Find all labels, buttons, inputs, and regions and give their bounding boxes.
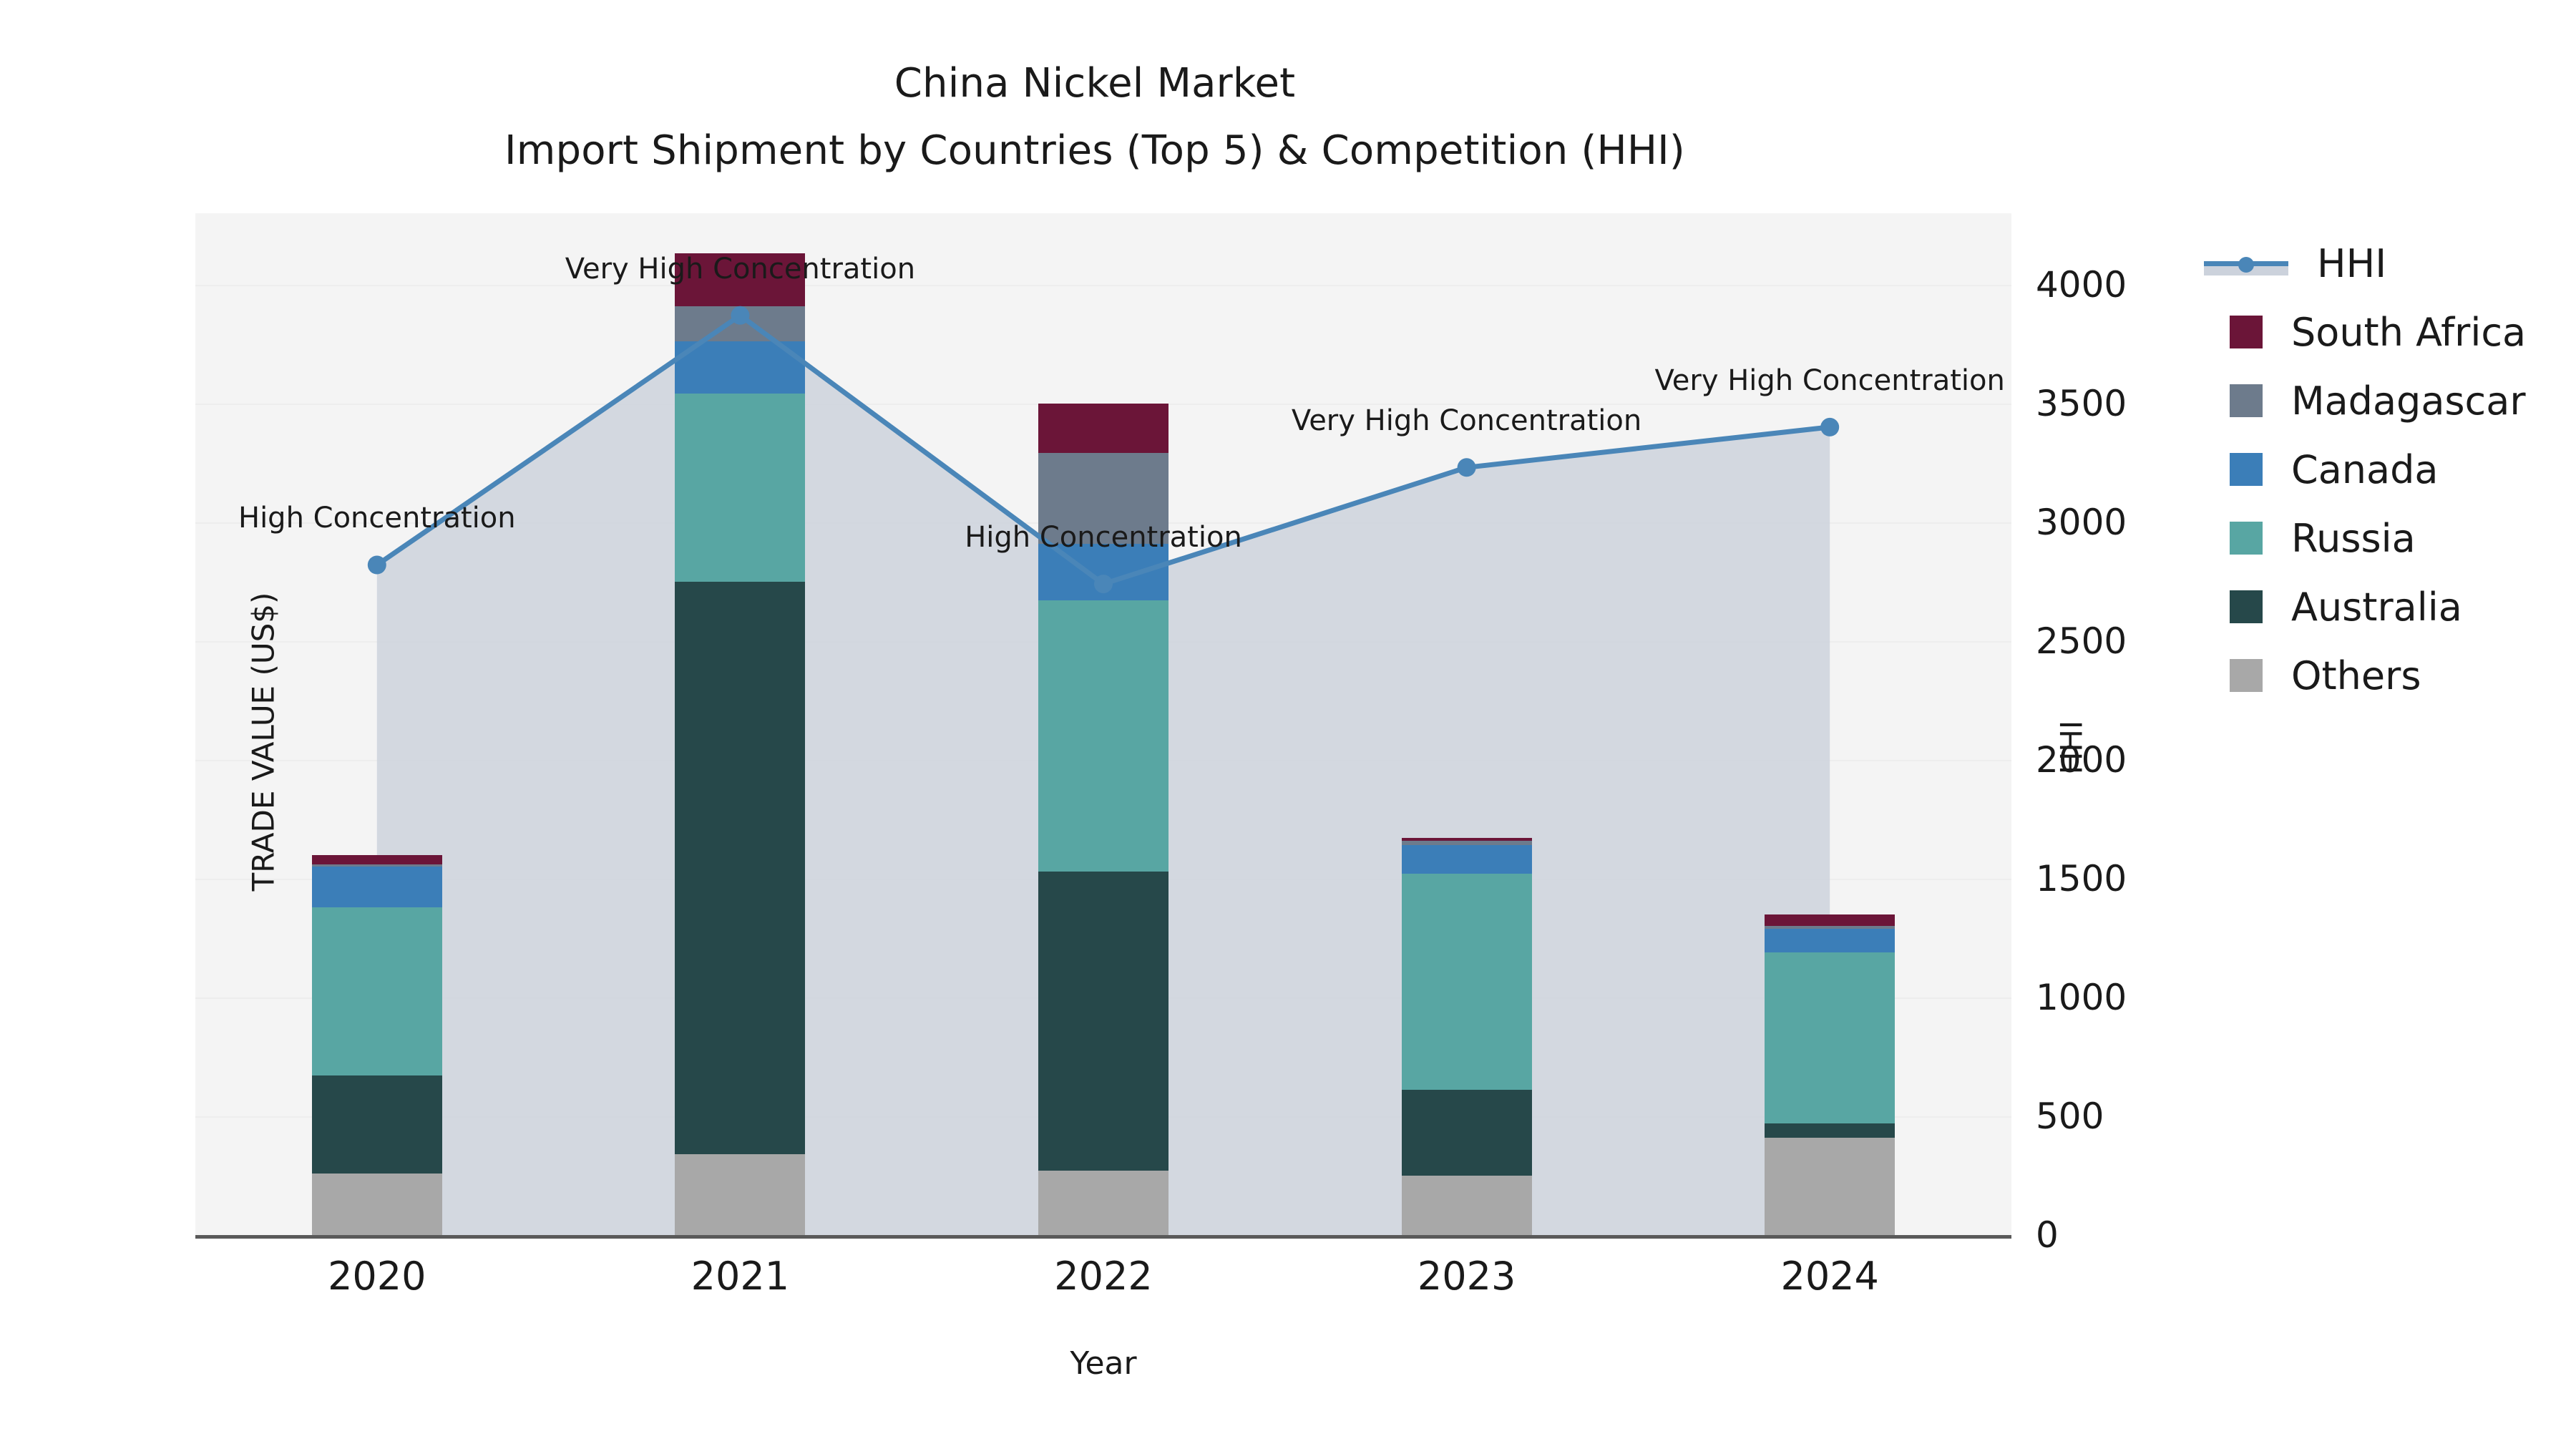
legend-label: Canada (2291, 447, 2439, 492)
bar-segment[interactable] (675, 394, 806, 582)
legend-item-russia[interactable]: Russia (2204, 504, 2526, 572)
legend-label: Others (2291, 653, 2421, 698)
x-tick: 2020 (328, 1254, 426, 1299)
bar-segment[interactable] (1765, 928, 1896, 952)
legend-line-marker (2204, 247, 2288, 280)
bar-segment[interactable] (311, 1173, 442, 1235)
bar-segment[interactable] (311, 907, 442, 1076)
y-tick-right: 0 (2036, 1214, 2059, 1256)
bar-segment[interactable] (1765, 1123, 1896, 1138)
legend-item-south-africa[interactable]: South Africa (2204, 298, 2526, 366)
bar-segment[interactable] (1401, 845, 1532, 874)
legend-label: South Africa (2291, 309, 2527, 355)
bar-segment[interactable] (311, 1075, 442, 1174)
y-tick-right: 3000 (2036, 501, 2127, 543)
chart-title-main: China Nickel Market (894, 60, 1296, 107)
legend-swatch (2230, 590, 2263, 623)
bar-segment[interactable] (675, 306, 806, 342)
legend-item-others[interactable]: Others (2204, 641, 2526, 710)
bar-segment[interactable] (1765, 952, 1896, 1123)
hhi-annotation: High Concentration (238, 502, 516, 535)
hhi-annotation: Very High Concentration (1291, 404, 1642, 438)
bar-segment[interactable] (1765, 926, 1896, 929)
bar-segment[interactable] (1401, 874, 1532, 1091)
y-tick-right: 4000 (2036, 263, 2127, 306)
x-tick: 2024 (1780, 1254, 1879, 1299)
bar-segment[interactable] (311, 867, 442, 907)
hhi-annotation: High Concentration (965, 521, 1242, 555)
bar-segment[interactable] (1038, 1171, 1169, 1235)
bar-segment[interactable] (675, 253, 806, 306)
y-axis-right-label: HHI (2054, 720, 2089, 775)
legend-item-canada[interactable]: Canada (2204, 435, 2526, 504)
y-tick-right: 2000 (2036, 738, 2127, 781)
legend-item-australia[interactable]: Australia (2204, 572, 2526, 641)
bar-segment[interactable] (311, 864, 442, 867)
bar-group (195, 213, 2011, 1236)
x-axis-line (195, 1235, 2011, 1239)
bar-segment[interactable] (1038, 403, 1169, 454)
y-tick-right: 1500 (2036, 857, 2127, 899)
bar-segment[interactable] (311, 854, 442, 864)
y-axis-left-label: TRADE VALUE (US$) (245, 592, 281, 892)
gridline-right (195, 284, 2011, 286)
legend-swatch (2230, 316, 2263, 348)
bar-segment[interactable] (1038, 871, 1169, 1171)
y-tick-right: 1000 (2036, 976, 2127, 1018)
legend-label: Russia (2291, 515, 2416, 561)
x-axis-label: Year (1070, 1345, 1137, 1382)
x-tick: 2023 (1417, 1254, 1516, 1299)
bar-segment[interactable] (675, 1154, 806, 1235)
chart-title-block: China Nickel Market Import Shipment by C… (0, 50, 2190, 185)
legend-swatch (2230, 384, 2263, 417)
x-tick: 2022 (1054, 1254, 1153, 1299)
bar-segment[interactable] (1401, 1090, 1532, 1176)
bar-segment[interactable] (1038, 600, 1169, 872)
hhi-annotation: Very High Concentration (565, 252, 916, 286)
legend-item-hhi[interactable]: HHI (2204, 229, 2526, 298)
chart-legend: HHI South Africa Madagascar Canada Russia Aus… (2204, 229, 2526, 710)
x-tick: 2021 (691, 1254, 790, 1299)
bar-segment[interactable] (675, 341, 806, 394)
legend-swatch (2230, 659, 2263, 692)
y-tick-right: 2500 (2036, 620, 2127, 662)
bar-segment[interactable] (1401, 840, 1532, 846)
chart-title-sub: Import Shipment by Countries (Top 5) & C… (504, 127, 1685, 174)
bar-segment[interactable] (1765, 914, 1896, 927)
bar-segment[interactable] (675, 581, 806, 1155)
legend-swatch (2230, 453, 2263, 486)
legend-label: HHI (2317, 240, 2387, 286)
hhi-annotation: Very High Concentration (1654, 364, 2005, 397)
y-tick-right: 3500 (2036, 382, 2127, 424)
legend-label: Madagascar (2291, 378, 2526, 424)
legend-item-madagascar[interactable]: Madagascar (2204, 366, 2526, 435)
legend-swatch (2230, 522, 2263, 555)
bar-segment[interactable] (1765, 1137, 1896, 1235)
legend-label: Australia (2291, 584, 2462, 630)
bar-segment[interactable] (1401, 1175, 1532, 1235)
bar-segment[interactable] (1401, 838, 1532, 841)
y-tick-right: 500 (2036, 1095, 2104, 1137)
plot-area (195, 213, 2011, 1236)
